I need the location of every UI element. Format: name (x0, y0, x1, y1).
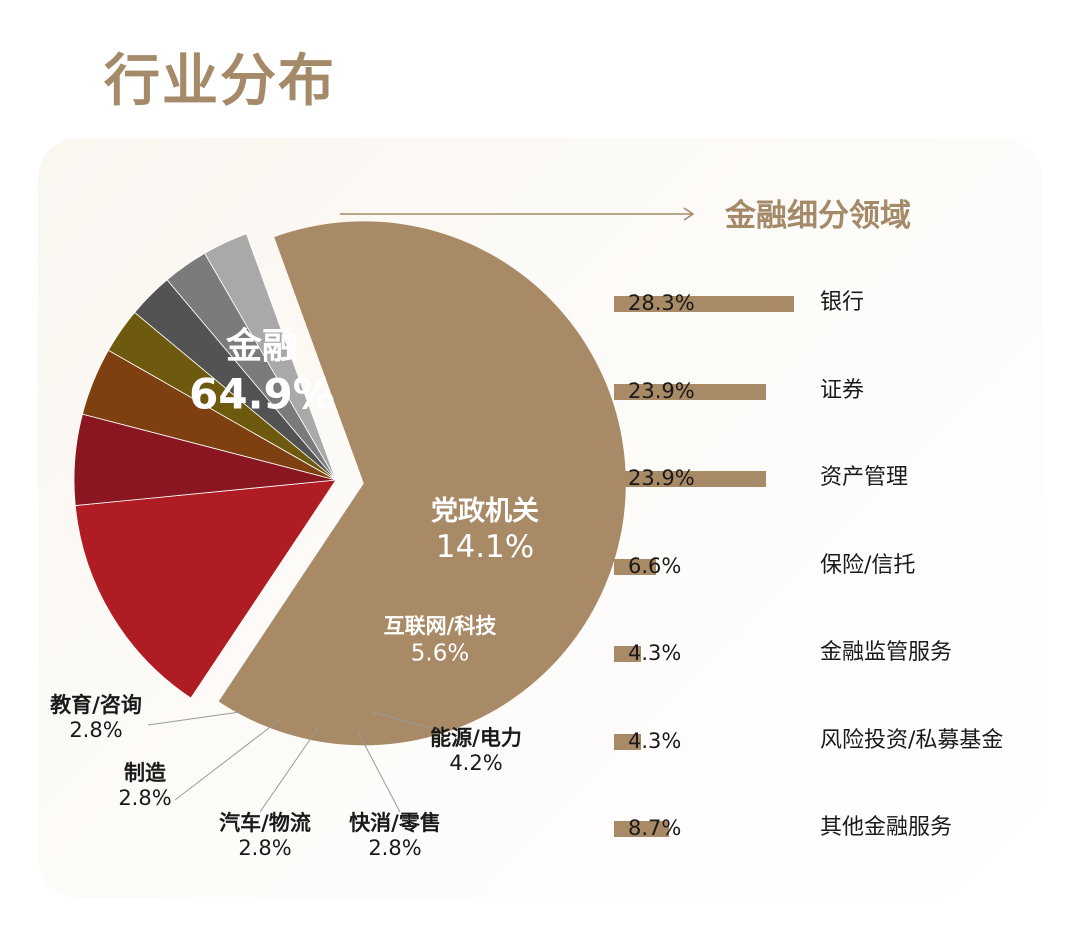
bar-value-label-2: 23.9% (628, 466, 695, 490)
bar-value-label-6: 8.7% (628, 816, 682, 840)
pie-value-label-6: 2.8% (118, 786, 171, 810)
pie-label-5: 汽车/物流 (219, 811, 311, 835)
pie-slice-7 (204, 233, 337, 481)
pie-value-label-3: 4.2% (449, 751, 502, 775)
bar-6 (614, 821, 670, 837)
pie-leader-line-5 (259, 727, 319, 813)
bar-category-label-0: 银行 (820, 290, 865, 315)
pie-label-4: 快消/零售 (349, 811, 441, 835)
pie-leader-line-3 (371, 711, 431, 729)
pie-value-label-4: 2.8% (368, 836, 421, 860)
pie-value-label-2: 5.6% (411, 641, 469, 667)
pie-label-6: 制造 (124, 761, 167, 785)
bar-0 (614, 296, 794, 312)
bar-value-label-1: 23.9% (628, 378, 695, 403)
bar-2 (614, 471, 766, 487)
pie-label-1: 党政机关 (431, 496, 539, 527)
bar-category-label-1: 证券 (820, 377, 865, 403)
bar-category-label-5: 风险投资/私募基金 (820, 727, 1004, 753)
arrow-right-icon (340, 207, 695, 221)
pie-leader-line-4 (357, 731, 401, 813)
pie-leader-line-6 (174, 717, 283, 801)
bar-value-label-5: 4.3% (628, 728, 682, 753)
bar-value-label-0: 28.3% (628, 291, 695, 315)
bar-value-label-4: 4.3% (628, 641, 682, 665)
pie-value-label-5: 2.8% (238, 836, 291, 860)
page-title: 行业分布 (104, 49, 336, 114)
pie-leader-line-7 (147, 711, 241, 726)
bar-category-label-4: 金融监管服务 (820, 640, 953, 665)
bar-category-label-6: 其他金融服务 (820, 815, 953, 840)
pie-label-7: 教育/咨询 (50, 693, 142, 717)
bar-4 (614, 646, 642, 662)
bar-3 (614, 558, 656, 575)
bar-value-label-3: 6.6% (628, 553, 682, 578)
pie-label-0: 金融 (225, 325, 298, 367)
bar-5 (614, 733, 642, 750)
bar-category-label-3: 保险/信托 (820, 552, 916, 578)
pie-label-3: 能源/电力 (430, 726, 522, 750)
pie-value-label-7: 2.8% (69, 718, 122, 742)
bar-1 (614, 383, 766, 400)
bar-category-label-2: 资产管理 (820, 465, 909, 490)
pie-slice-0 (218, 221, 626, 746)
pie-value-label-0: 64.9% (189, 369, 335, 418)
pie-value-label-1: 14.1% (436, 529, 534, 565)
pie-label-2: 互联网/科技 (384, 614, 498, 638)
finance-subdomain-title: 金融细分领域 (725, 198, 911, 234)
pie-slice-1 (74, 479, 337, 699)
